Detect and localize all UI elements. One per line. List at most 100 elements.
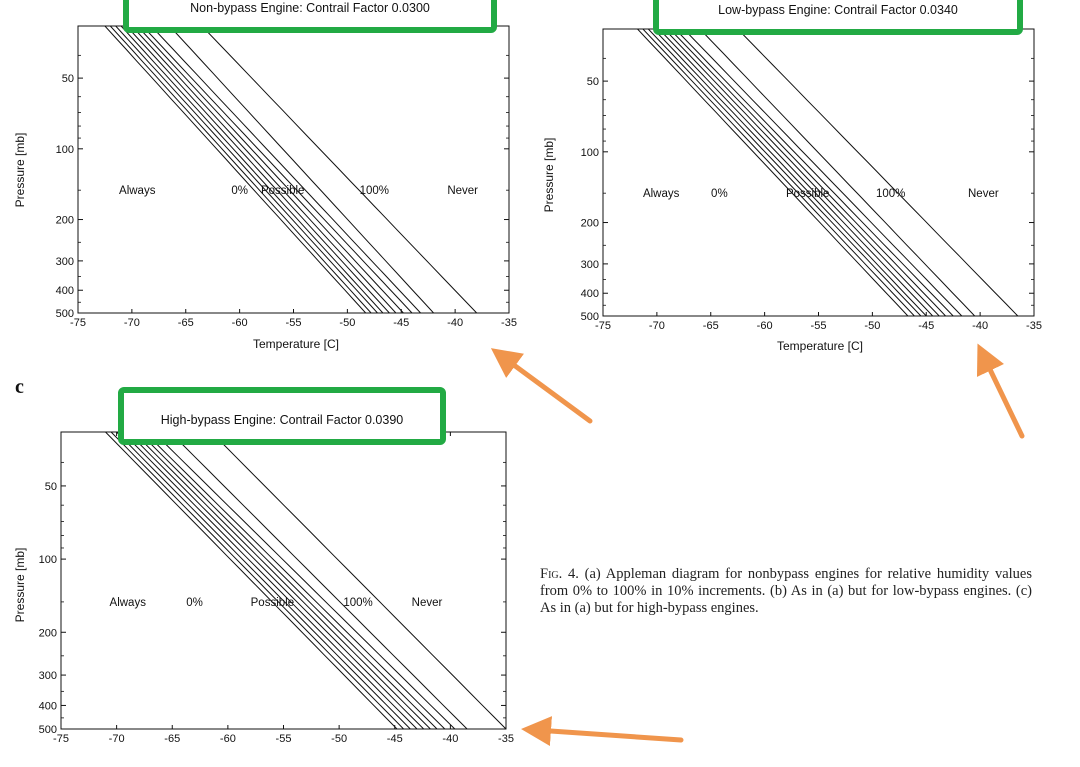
curve-rh-100 [210, 432, 506, 729]
region-label: 0% [711, 188, 728, 200]
title-highlight-box [653, 0, 1023, 35]
region-label: 100% [360, 185, 389, 197]
curve-rh-0 [637, 29, 909, 316]
humidity-curves [105, 432, 506, 729]
title-highlight-box [123, 0, 497, 33]
y-tick-label: 50 [45, 481, 57, 493]
x-tick-label: -60 [220, 733, 236, 745]
region-label: Never [968, 188, 999, 200]
y-tick-label: 200 [39, 627, 57, 639]
y-tick-label: 300 [56, 256, 74, 268]
curve-rh-0 [105, 432, 398, 729]
region-label: Always [643, 188, 680, 200]
curve-rh-80 [683, 29, 963, 316]
y-tick-label: 300 [581, 259, 599, 271]
x-tick-label: -70 [109, 733, 125, 745]
y-tick-label: 400 [56, 285, 74, 297]
curve-rh-60 [669, 29, 946, 316]
curve-rh-100 [737, 29, 1019, 316]
chart-title: Non-bypass Engine: Contrail Factor 0.030… [190, 1, 430, 15]
x-tick-label: -60 [757, 320, 773, 332]
x-tick-label: -35 [1026, 320, 1042, 332]
curve-rh-30 [653, 29, 927, 316]
chart-title: Low-bypass Engine: Contrail Factor 0.034… [718, 3, 958, 17]
x-tick-label: -65 [164, 733, 180, 745]
x-tick-label: -55 [276, 733, 292, 745]
x-tick-label: -65 [703, 320, 719, 332]
y-tick-label: 100 [56, 144, 74, 156]
curve-rh-80 [150, 26, 421, 313]
orange-arrow-1 [490, 348, 593, 424]
y-tick-label: 100 [39, 554, 57, 566]
x-tick-label: -40 [442, 733, 458, 745]
curve-rh-50 [664, 29, 940, 316]
x-tick-label: -75 [70, 317, 86, 329]
x-tick-label: -70 [649, 320, 665, 332]
caption-label: Fig. 4. [540, 566, 579, 582]
y-tick-label: 400 [581, 288, 599, 300]
orange-arrow-2 [976, 343, 1025, 439]
caption-text: (a) Appleman diagram for nonbypass engin… [540, 566, 1032, 616]
x-tick-label: -50 [339, 317, 355, 329]
figure-caption: Fig. 4. (a) Appleman diagram for nonbypa… [540, 566, 1032, 617]
curve-rh-30 [121, 432, 418, 729]
x-tick-label: -40 [972, 320, 988, 332]
x-tick-label: -35 [501, 317, 517, 329]
y-tick-label: 50 [62, 73, 74, 85]
curve-rh-60 [138, 432, 438, 729]
x-tick-label: -45 [918, 320, 934, 332]
y-tick-label: 300 [39, 670, 57, 682]
y-tick-label: 50 [587, 76, 599, 88]
y-tick-label: 500 [39, 724, 57, 736]
curve-rh-50 [131, 26, 397, 313]
curve-rh-50 [132, 432, 431, 729]
region-label: Always [119, 185, 156, 197]
plot-frame [602, 28, 1035, 317]
curve-rh-40 [658, 29, 934, 316]
curve-rh-10 [109, 26, 372, 313]
y-tick-label: 500 [581, 311, 599, 323]
y-tick-label: 200 [581, 218, 599, 230]
region-label: 100% [876, 188, 905, 200]
humidity-curves [637, 29, 1019, 316]
region-label: 0% [231, 185, 248, 197]
curve-rh-60 [136, 26, 404, 313]
region-label: Possible [261, 185, 304, 197]
x-tick-label: -55 [811, 320, 827, 332]
x-tick-label: -65 [178, 317, 194, 329]
y-tick-label: 200 [56, 215, 74, 227]
y-tick-label: 400 [39, 700, 57, 712]
x-tick-label: -40 [447, 317, 463, 329]
x-axis-label: Temperature [C] [253, 337, 339, 351]
x-tick-label: -70 [124, 317, 140, 329]
curve-rh-70 [144, 432, 446, 729]
curve-rh-80 [152, 432, 456, 729]
curve-rh-0 [104, 26, 367, 313]
curve-rh-90 [699, 29, 976, 316]
y-tick-label: 500 [56, 308, 74, 320]
region-label: Never [412, 597, 443, 609]
x-tick-label: -55 [286, 317, 302, 329]
curve-rh-10 [110, 432, 404, 729]
chart-title: High-bypass Engine: Contrail Factor 0.03… [161, 413, 404, 427]
y-tick-label: 100 [581, 147, 599, 159]
region-label: Possible [251, 597, 294, 609]
y-axis-label: Pressure [mb] [542, 138, 556, 213]
curve-rh-20 [115, 26, 378, 313]
curve-rh-40 [126, 26, 390, 313]
region-label: 100% [343, 597, 372, 609]
region-label: Possible [786, 188, 829, 200]
x-axis-label: Temperature [C] [777, 339, 863, 353]
region-label: Always [110, 597, 147, 609]
x-tick-label: -45 [393, 317, 409, 329]
chart-panel-3: -75 -70 -65 -60 -55 -50 -45 -40 -35 50 100 200 300 40… [13, 376, 514, 745]
x-tick-label: -50 [331, 733, 347, 745]
x-tick-label: -50 [864, 320, 880, 332]
region-label: 0% [186, 597, 203, 609]
curve-rh-10 [642, 29, 915, 316]
y-axis-label: Pressure [mb] [13, 548, 27, 623]
panel-label: c [15, 376, 24, 398]
title-highlight-box [118, 387, 446, 445]
x-tick-label: -75 [595, 320, 611, 332]
